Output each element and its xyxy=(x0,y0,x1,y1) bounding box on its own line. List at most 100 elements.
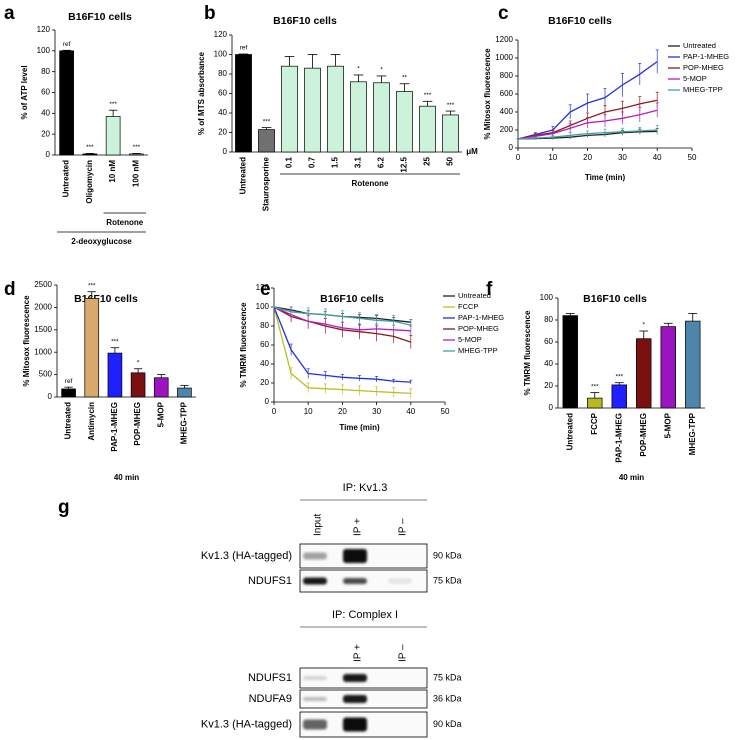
significance-label: *** xyxy=(111,338,119,345)
y-tick-label: 60 xyxy=(218,89,227,98)
section-title: IP: Kv1.3 xyxy=(343,482,388,494)
y-tick-label: 800 xyxy=(500,71,514,80)
x-tick-label: 0 xyxy=(272,407,277,416)
x-tick-label: 6.2 xyxy=(377,156,386,168)
significance-label: ref xyxy=(63,41,71,48)
y-tick-label: 80 xyxy=(260,321,269,330)
panel-letter: f xyxy=(486,279,493,300)
bar xyxy=(419,105,436,153)
significance-label: *** xyxy=(263,118,271,125)
row-label: Kv1.3 (HA-tagged) xyxy=(201,718,292,730)
x-axis-label: Time (min) xyxy=(339,423,380,432)
y-tick-label: 80 xyxy=(218,69,227,78)
x-tick-label: 3.1 xyxy=(354,156,363,168)
legend-label: PAP-1-MHEG xyxy=(458,313,504,322)
x-tick-label: 5-MOP xyxy=(663,412,672,438)
unit-label: μM xyxy=(466,147,478,156)
y-tick-label: 120 xyxy=(37,25,51,34)
y-tick-label: 0 xyxy=(549,403,554,412)
significance-label: * xyxy=(380,67,383,74)
bar xyxy=(685,320,701,409)
x-tick-label: 0.7 xyxy=(308,156,317,168)
x-tick-label: 20 xyxy=(338,407,347,416)
x-tick-label: Untreated xyxy=(64,402,73,439)
x-tick-label: 25 xyxy=(423,156,432,165)
significance-label: * xyxy=(357,66,360,73)
chart-title: B16F10 cells xyxy=(320,293,384,305)
significance-label: ref xyxy=(65,378,73,385)
y-tick-label: 100 xyxy=(540,293,554,302)
x-tick-label: POP-MHEG xyxy=(133,402,142,446)
bar xyxy=(84,298,100,398)
x-tick-label: 12.5 xyxy=(400,156,409,172)
legend-label: PAP-1-MHEG xyxy=(683,52,729,61)
blot-band xyxy=(303,719,327,730)
significance-label: *** xyxy=(109,101,117,108)
x-tick-label: 40 xyxy=(406,407,415,416)
y-tick-label: 1500 xyxy=(34,325,52,334)
bar xyxy=(373,82,390,153)
size-label: 90 kDa xyxy=(433,719,462,729)
group-label: 2-deoxyglucose xyxy=(71,237,132,246)
lane-label: IP – xyxy=(398,644,409,662)
blot-band xyxy=(303,676,327,680)
x-tick-label: 10 nM xyxy=(108,160,117,183)
section-title: IP: Complex I xyxy=(332,609,398,621)
data-line xyxy=(273,306,411,332)
y-tick-label: 120 xyxy=(214,30,228,39)
y-axis-label: % TMRM fluorescence xyxy=(523,310,532,395)
x-tick-label: 50 xyxy=(446,156,455,165)
blot-band xyxy=(303,577,327,585)
bar xyxy=(130,372,146,398)
bar xyxy=(442,114,459,153)
bar xyxy=(611,384,627,409)
x-tick-label: Untreated xyxy=(239,157,248,194)
panel-letter: c xyxy=(498,3,509,24)
y-tick-label: 500 xyxy=(39,370,53,379)
significance-label: ** xyxy=(402,74,408,81)
size-label: 75 kDa xyxy=(433,575,462,585)
y-axis-label: % Mitosox fluorescence xyxy=(483,48,492,140)
bar xyxy=(562,315,578,409)
x-tick-label: Oligomycin xyxy=(85,160,94,204)
bar xyxy=(107,352,123,398)
significance-label: ref xyxy=(240,45,248,52)
y-tick-label: 80 xyxy=(544,315,553,324)
data-line xyxy=(273,306,411,383)
y-tick-label: 100 xyxy=(214,50,228,59)
x-tick-label: Untreated xyxy=(62,160,71,197)
bar xyxy=(660,326,676,409)
lane-label: Input xyxy=(313,514,324,536)
size-label: 36 kDa xyxy=(433,693,462,703)
x-tick-label: MHEG-TPP xyxy=(180,401,189,444)
x-tick-label: 10 xyxy=(304,407,313,416)
y-tick-label: 0 xyxy=(265,397,270,406)
x-tick-label: Untreated xyxy=(565,413,574,450)
legend-label: 5-MOP xyxy=(683,74,707,83)
legend-label: 5-MOP xyxy=(458,335,482,344)
x-tick-label: 30 xyxy=(618,153,627,162)
blot-band xyxy=(343,717,367,732)
bar xyxy=(587,397,603,409)
y-tick-label: 80 xyxy=(41,67,50,76)
data-line xyxy=(273,306,411,395)
bar xyxy=(129,153,144,156)
blot-band xyxy=(303,552,327,560)
lane-label: IP – xyxy=(398,518,409,536)
x-tick-label: 40 xyxy=(653,153,662,162)
blot-band xyxy=(343,578,367,584)
x-tick-label: 30 xyxy=(372,407,381,416)
x-tick-label: Antimycin xyxy=(87,402,96,441)
significance-label: *** xyxy=(86,144,94,151)
lane-label: IP + xyxy=(353,518,364,536)
y-axis-label: % TMRM fluorescence xyxy=(239,302,248,387)
legend-label: Untreated xyxy=(683,41,716,50)
legend-label: POP-MHEG xyxy=(458,324,499,333)
blot-band xyxy=(343,549,367,563)
x-tick-label: 50 xyxy=(688,153,697,162)
significance-label: *** xyxy=(591,383,599,390)
bar xyxy=(61,388,76,398)
significance-label: *** xyxy=(447,102,455,109)
x-tick-label: Staurosporine xyxy=(262,156,271,211)
